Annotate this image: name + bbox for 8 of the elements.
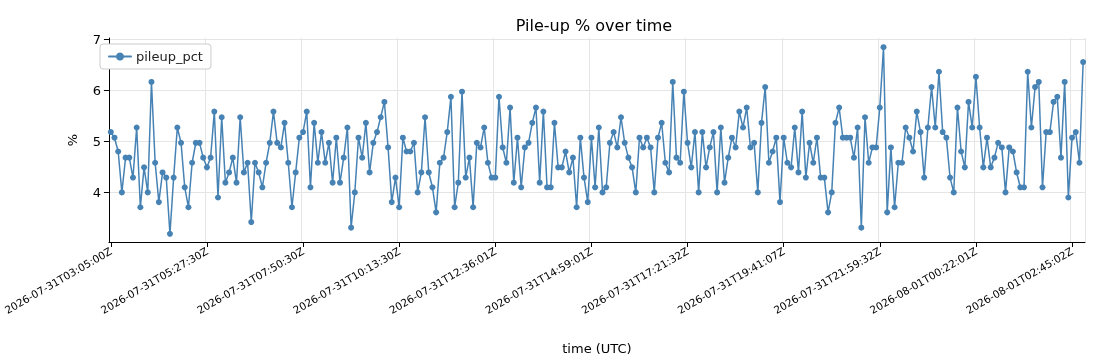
y-tick-label: 6: [92, 82, 101, 98]
y-tick-label: 7: [92, 31, 101, 47]
y-axis-title: %: [64, 133, 80, 147]
chart-title: Pile-up % over time: [515, 15, 673, 35]
x-axis-title: time (UTC): [562, 341, 632, 356]
y-tick-label: 5: [92, 133, 101, 149]
y-tick-label: 4: [92, 184, 101, 200]
legend-label: pileup_pct: [136, 49, 203, 64]
